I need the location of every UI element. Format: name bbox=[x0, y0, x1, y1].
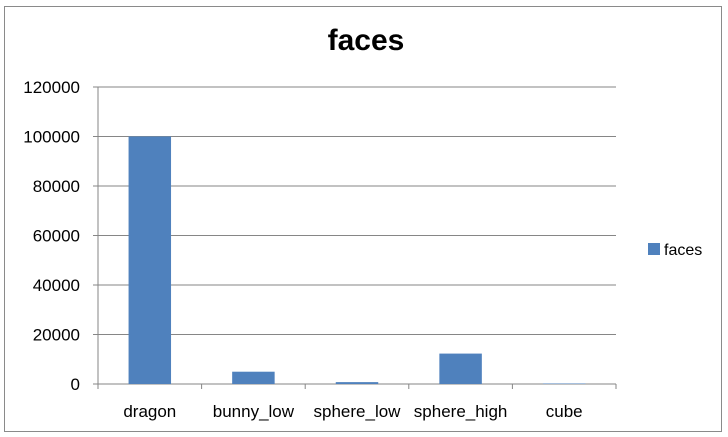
legend-swatch bbox=[648, 243, 660, 255]
legend-label: faces bbox=[664, 242, 702, 259]
y-tick-label: 120000 bbox=[23, 78, 80, 97]
y-tick-label: 20000 bbox=[33, 326, 80, 345]
chart-frame[interactable] bbox=[4, 6, 722, 432]
axes bbox=[93, 86, 617, 389]
bar-sphere_high bbox=[439, 353, 482, 384]
y-tick-label: 60000 bbox=[33, 227, 80, 246]
bar-sphere_low bbox=[335, 382, 379, 384]
x-tick-label: cube bbox=[546, 402, 583, 421]
x-tick-label: dragon bbox=[123, 402, 176, 421]
y-tick-label: 80000 bbox=[33, 177, 80, 196]
bar-dragon bbox=[128, 136, 172, 384]
tick-labels: 0 20000 40000 60000 80000 100000 120000 dragon b… bbox=[23, 78, 582, 421]
x-tick-label: sphere_low bbox=[314, 402, 402, 421]
x-tick-label: sphere_high bbox=[414, 402, 508, 421]
bar-cube bbox=[542, 383, 586, 384]
gridlines bbox=[98, 86, 616, 335]
y-tick-label: 0 bbox=[71, 375, 80, 394]
y-tick-label: 100000 bbox=[23, 128, 80, 147]
x-tick-label: bunny_low bbox=[213, 402, 295, 421]
bar-bunny_low bbox=[232, 371, 275, 384]
y-tick-label: 40000 bbox=[33, 276, 80, 295]
bars bbox=[128, 136, 586, 384]
legend: faces bbox=[648, 242, 702, 259]
chart-title: faces bbox=[328, 24, 405, 57]
